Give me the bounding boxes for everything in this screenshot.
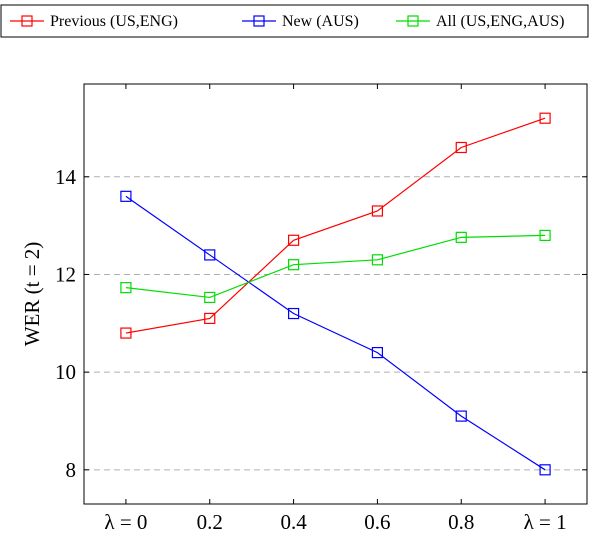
- data-point: [455, 410, 467, 422]
- x-tick-label: 0.8: [448, 510, 474, 533]
- y-tick-label: 8: [66, 458, 77, 482]
- data-point: [539, 229, 551, 241]
- series-line: [125, 195, 546, 471]
- data-point: [455, 231, 467, 243]
- x-tick-label: 0.4: [280, 510, 307, 533]
- data-point: [455, 141, 467, 154]
- series-1: [120, 190, 551, 476]
- data-point: [371, 347, 384, 359]
- gridlines: [84, 176, 587, 471]
- data-point: [371, 205, 384, 217]
- x-tick-label: 0.6: [364, 510, 390, 533]
- legend-entry: All (US,ENG,AUS): [396, 13, 564, 30]
- x-tick-label: λ = 0: [104, 510, 147, 533]
- series-line: [125, 117, 546, 334]
- series-0: [120, 112, 551, 339]
- data-point: [287, 259, 300, 271]
- plot-frame: [83, 83, 588, 505]
- series-lines: [120, 112, 551, 476]
- data-point: [371, 254, 384, 266]
- data-point: [204, 312, 216, 325]
- y-tick-label: 10: [55, 360, 76, 384]
- data-point: [120, 282, 132, 294]
- y-axis-label: WER (t = 2): [20, 242, 44, 347]
- legend-entry: Previous (US,ENG): [10, 13, 178, 30]
- data-point: [120, 190, 132, 202]
- legend-label: New (AUS): [282, 13, 359, 30]
- legend-entry: New (AUS): [242, 13, 359, 30]
- x-tick-label: λ = 1: [524, 510, 567, 533]
- legend-marker: [407, 15, 419, 27]
- axis-ticks: 8 10 12 14 λ = 0 0.2 0.4 0.6 0.8 λ = 1: [55, 84, 587, 534]
- y-tick-label: 14: [55, 165, 77, 189]
- legend-marker: [21, 15, 33, 27]
- data-point: [287, 234, 300, 246]
- legend: Previous (US,ENG) New (AUS) All (US,ENG,AU…: [0, 4, 589, 38]
- legend-label: All (US,ENG,AUS): [436, 13, 564, 30]
- y-tick-label: 12: [55, 262, 76, 286]
- data-point: [539, 464, 551, 476]
- legend-label: Previous (US,ENG): [50, 13, 178, 30]
- data-point: [120, 327, 132, 339]
- data-point: [539, 112, 551, 124]
- series-line: [125, 234, 546, 299]
- data-point: [204, 291, 216, 304]
- legend-box: [0, 4, 589, 38]
- legend-marker: [253, 15, 265, 27]
- data-point: [204, 249, 216, 261]
- x-tick-label: 0.2: [197, 510, 223, 533]
- series-2: [120, 229, 551, 304]
- data-point: [287, 307, 300, 320]
